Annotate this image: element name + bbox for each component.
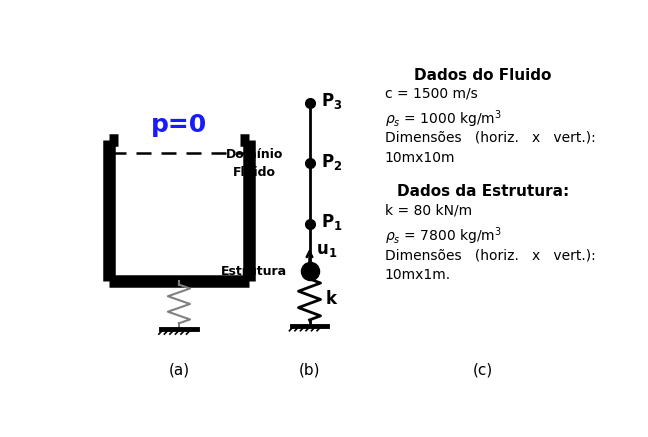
Text: $\mathbf{P_1}$: $\mathbf{P_1}$ bbox=[321, 212, 342, 232]
Text: $\mathbf{u_1}$: $\mathbf{u_1}$ bbox=[316, 241, 338, 259]
Text: $\mathbf{P_3}$: $\mathbf{P_3}$ bbox=[321, 91, 342, 111]
Text: 10mx10m: 10mx10m bbox=[385, 151, 456, 165]
Text: 10mx1m.: 10mx1m. bbox=[385, 268, 451, 282]
Text: k = 80 kN/m: k = 80 kN/m bbox=[385, 204, 472, 218]
Text: Estrutura: Estrutura bbox=[221, 265, 287, 277]
Text: (c): (c) bbox=[472, 363, 493, 378]
Text: Dados do Fluido: Dados do Fluido bbox=[414, 68, 551, 83]
Text: $\mathbf{k}$: $\mathbf{k}$ bbox=[325, 291, 338, 309]
Text: $\rho_s$ = 1000 kg/m$^3$: $\rho_s$ = 1000 kg/m$^3$ bbox=[385, 108, 502, 129]
Text: c = 1500 m/s: c = 1500 m/s bbox=[385, 86, 478, 100]
Text: $\rho_s$ = 7800 kg/m$^3$: $\rho_s$ = 7800 kg/m$^3$ bbox=[385, 226, 502, 247]
Text: Dimensões   (horiz.   x   vert.):: Dimensões (horiz. x vert.): bbox=[385, 248, 596, 262]
Text: p=0: p=0 bbox=[151, 113, 207, 137]
Text: (a): (a) bbox=[168, 363, 189, 378]
Text: (b): (b) bbox=[299, 363, 320, 378]
Text: Domínio
Fluido: Domínio Fluido bbox=[226, 148, 283, 179]
Text: Dimensões   (horiz.   x   vert.):: Dimensões (horiz. x vert.): bbox=[385, 131, 596, 145]
Text: Dados da Estrutura:: Dados da Estrutura: bbox=[397, 184, 569, 199]
Text: $\mathbf{P_2}$: $\mathbf{P_2}$ bbox=[321, 152, 342, 172]
